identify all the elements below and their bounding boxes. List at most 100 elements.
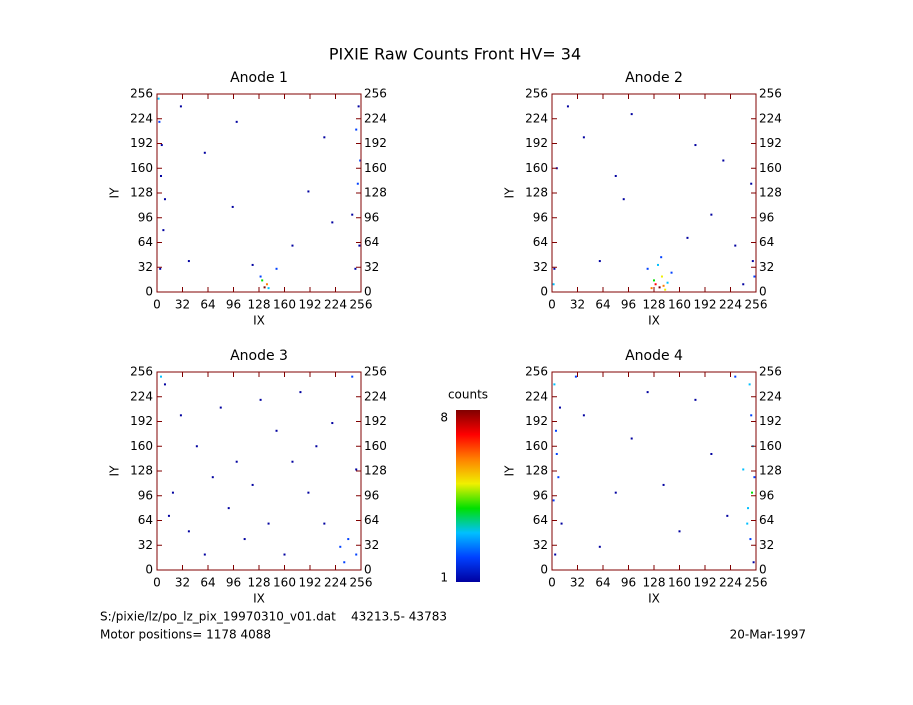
footer-motor: Motor positions= 1178 4088 — [100, 628, 271, 642]
point — [555, 452, 558, 455]
x-tick-label: 224 — [324, 298, 347, 312]
point — [582, 136, 585, 139]
y-tick-label-right: 128 — [759, 464, 782, 478]
point — [746, 522, 749, 525]
x-tick-label: 256 — [350, 576, 373, 590]
y-tick-label-right: 96 — [759, 210, 774, 224]
y-tick-label: 0 — [145, 285, 153, 299]
x-tick-label: 192 — [694, 298, 717, 312]
y-tick-label-right: 0 — [759, 563, 767, 577]
y-tick-label-right: 128 — [759, 186, 782, 200]
point — [351, 213, 354, 216]
point — [219, 406, 222, 409]
point — [630, 113, 633, 116]
point — [307, 190, 310, 193]
point — [662, 284, 665, 287]
point — [179, 105, 182, 108]
point — [331, 422, 334, 425]
y-tick-label-right: 96 — [759, 488, 774, 502]
point — [307, 491, 310, 494]
point — [159, 267, 162, 270]
point — [323, 522, 326, 525]
point — [748, 383, 751, 386]
point — [203, 553, 206, 556]
y-tick-label: 160 — [130, 161, 153, 175]
x-tick-label: 64 — [595, 298, 610, 312]
point — [275, 429, 278, 432]
point — [726, 514, 729, 517]
y-tick-label-right: 32 — [364, 260, 379, 274]
point — [171, 491, 174, 494]
x-tick-label: 64 — [595, 576, 610, 590]
point — [574, 375, 577, 378]
point — [160, 144, 163, 147]
y-axis-label: IY — [108, 465, 122, 477]
y-tick-label: 32 — [138, 538, 153, 552]
x-tick-label: 0 — [548, 298, 556, 312]
point — [664, 288, 667, 291]
y-tick-label-right: 192 — [364, 136, 387, 150]
y-tick-label: 192 — [525, 414, 548, 428]
y-tick-label: 224 — [525, 389, 548, 403]
point — [251, 483, 254, 486]
point — [265, 283, 268, 286]
point — [187, 530, 190, 533]
point — [251, 263, 254, 266]
point — [742, 283, 745, 286]
point — [343, 561, 346, 564]
y-tick-label-right: 160 — [759, 161, 782, 175]
point — [331, 221, 334, 224]
y-tick-label-right: 160 — [364, 439, 387, 453]
x-tick-label: 128 — [643, 576, 666, 590]
x-tick-label: 256 — [350, 298, 373, 312]
point — [339, 545, 342, 548]
point — [235, 120, 238, 123]
point — [163, 198, 166, 201]
point — [553, 267, 556, 270]
point — [630, 437, 633, 440]
point — [566, 105, 569, 108]
point — [159, 375, 162, 378]
y-tick-label-right: 192 — [364, 414, 387, 428]
point — [557, 476, 560, 479]
x-tick-label: 96 — [226, 298, 241, 312]
x-tick-label: 0 — [153, 576, 161, 590]
point — [750, 182, 753, 185]
x-tick-label: 96 — [621, 298, 636, 312]
y-tick-label: 64 — [138, 513, 153, 527]
x-tick-label: 192 — [694, 576, 717, 590]
point — [686, 236, 689, 239]
point — [614, 491, 617, 494]
panel-title: Anode 1 — [230, 70, 288, 86]
point — [753, 275, 756, 278]
point — [678, 530, 681, 533]
x-tick-label: 160 — [273, 298, 296, 312]
x-tick-label: 160 — [273, 576, 296, 590]
point — [163, 383, 166, 386]
point — [554, 429, 557, 432]
point — [710, 213, 713, 216]
point — [750, 414, 753, 417]
point — [347, 538, 350, 541]
figure-title: PIXIE Raw Counts Front HV= 34 — [329, 45, 581, 64]
x-tick-label: 128 — [248, 576, 271, 590]
x-tick-label: 224 — [719, 298, 742, 312]
y-tick-label-right: 64 — [364, 513, 379, 527]
point — [560, 522, 563, 525]
y-tick-label-right: 32 — [759, 538, 774, 552]
y-tick-label: 96 — [533, 488, 548, 502]
point — [734, 244, 737, 247]
point — [157, 97, 160, 100]
x-axis-label: IX — [648, 314, 660, 328]
point — [243, 538, 246, 541]
point — [259, 398, 262, 401]
point — [660, 256, 663, 259]
y-tick-label-right: 128 — [364, 186, 387, 200]
point — [261, 279, 264, 282]
y-tick-label-right: 256 — [759, 365, 782, 379]
y-tick-label: 32 — [533, 260, 548, 274]
point — [753, 476, 756, 479]
x-tick-label: 32 — [175, 576, 190, 590]
y-tick-label: 64 — [533, 235, 548, 249]
y-tick-label: 0 — [145, 563, 153, 577]
